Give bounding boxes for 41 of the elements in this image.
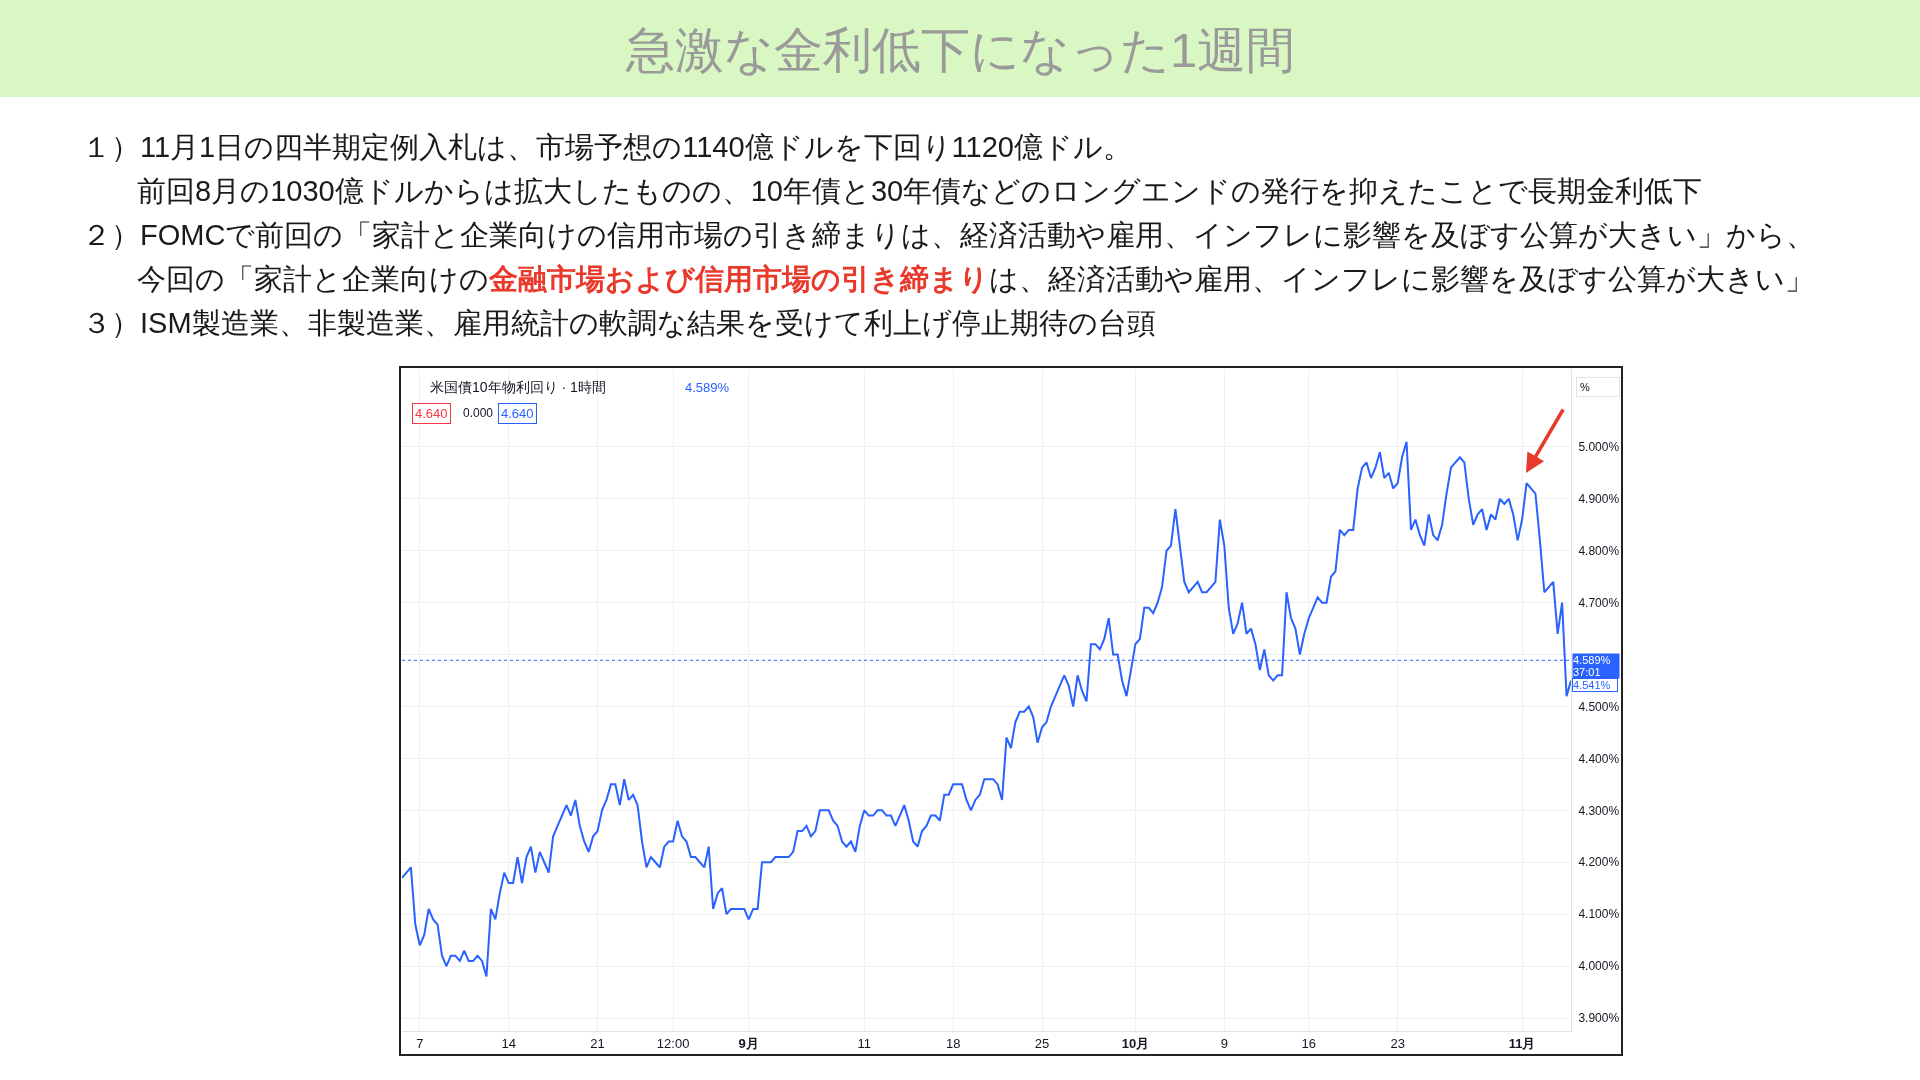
y-axis-title: %: [1580, 381, 1590, 393]
text: ２）FOMCで前回の「家計と企業向けの信用市場の引き締まりは、経済活動や雇用、インフレに影響を及ぼす公算が大きい」から、: [82, 219, 1816, 251]
y-tick-label: 4.100%: [1578, 907, 1620, 922]
x-tick-label: 14: [501, 1035, 516, 1051]
annotation: 米国債10年物利回り · 1時間: [430, 379, 606, 395]
text: 37:01: [1573, 666, 1601, 678]
text: ３）ISM製造業、非製造業、雇用統計の軟調な結果を受けて利上げ停止期待の台頭: [82, 307, 1156, 339]
ref-line-label: 4.589%: [1573, 654, 1611, 666]
y-tick-label: 4.200%: [1578, 855, 1620, 870]
text: 前回8月の1030億ドルからは拡大したものの、10年債と30年債などのロングエンドの発行を抑えたことで長期金利低下: [137, 175, 1703, 207]
x-tick-label: 9月: [738, 1035, 759, 1051]
chart-title: 急激な金利低下になった1週間: [625, 23, 1296, 77]
y-tick-label: 3.900%: [1578, 1011, 1620, 1026]
x-tick-label: 9: [1220, 1035, 1228, 1051]
x-tick-label: 16: [1301, 1035, 1316, 1051]
x-tick-label: 23: [1390, 1035, 1405, 1051]
y-tick-label: 4.000%: [1578, 959, 1620, 974]
y-tick-label: 4.500%: [1578, 699, 1620, 714]
y-tick-label: 4.700%: [1578, 595, 1620, 610]
y-tick-label: 4.900%: [1578, 492, 1620, 506]
annotation: 0.000: [463, 406, 494, 420]
x-tick-label: 25: [1034, 1035, 1050, 1051]
y-tick-label: 4.800%: [1578, 543, 1620, 558]
y-tick-label: 4.400%: [1578, 751, 1620, 766]
x-tick-label: 18: [945, 1035, 961, 1051]
x-tick-label: 10月: [1121, 1035, 1150, 1051]
y-tick-label: 4.300%: [1578, 803, 1620, 818]
text: は、経済活動や雇用、インフレに影響を及ぼす公算が大きい」: [989, 263, 1814, 295]
x-tick-label: 11: [857, 1035, 872, 1051]
text: １）11月1日の四半期定例入札は、市場予想の1140億ドルを下回り1120億ドル。: [82, 131, 1132, 163]
annotation: 4.589%: [685, 380, 730, 395]
text: 金融市場および信用市場の引き締まり: [488, 263, 989, 295]
x-tick-label: 12:00: [656, 1035, 690, 1051]
text: 4.541%: [1573, 679, 1611, 691]
x-tick-label: 21: [590, 1035, 605, 1051]
x-tick-label: 11月: [1508, 1035, 1536, 1051]
text: 今回の「家計と企業向けの: [137, 263, 489, 295]
annotation: 4.640: [501, 406, 534, 421]
annotation: 4.640: [415, 406, 448, 421]
y-tick-label: 5.000%: [1578, 440, 1620, 455]
x-tick-label: 7: [416, 1035, 424, 1051]
